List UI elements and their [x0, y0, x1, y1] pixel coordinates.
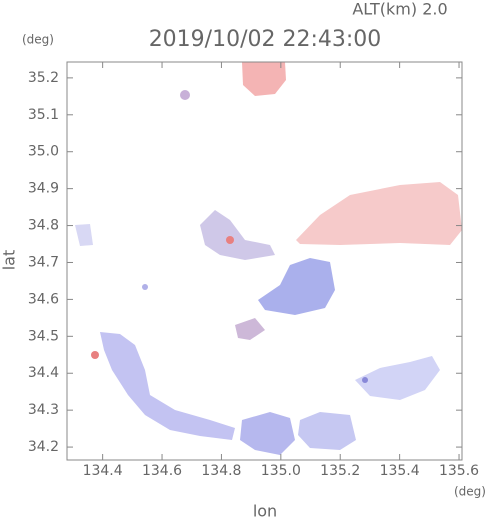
subtitle: ALT(km) 2.0	[352, 0, 447, 19]
x-axis-label: lon	[253, 502, 277, 521]
echo	[242, 62, 286, 96]
y-tick-label: 35.0	[28, 144, 59, 160]
echo	[298, 412, 356, 450]
y-tick-label: 35.1	[28, 107, 59, 123]
x-tick-label: 135.4	[380, 463, 420, 479]
y-tick-label: 34.6	[28, 291, 59, 307]
x-unit: (deg)	[454, 485, 486, 499]
echo	[235, 318, 265, 340]
echo	[100, 332, 235, 440]
plot-frame	[66, 61, 463, 461]
echo	[142, 284, 148, 290]
x-tick-label: 134.8	[201, 463, 241, 479]
echo	[240, 412, 295, 455]
echo	[180, 90, 190, 100]
echo	[362, 377, 368, 383]
y-tick-label: 34.8	[28, 218, 59, 234]
chart-title: 2019/10/02 22:43:00	[149, 27, 382, 52]
y-unit: (deg)	[22, 33, 54, 47]
echo	[200, 210, 275, 260]
y-axis-label: lat	[0, 250, 19, 271]
y-tick-label: 34.7	[28, 254, 59, 270]
y-tick-label: 35.2	[28, 70, 59, 86]
x-tick-label: 134.6	[142, 463, 182, 479]
echo	[226, 236, 234, 244]
echoes	[75, 62, 462, 455]
echo	[355, 356, 440, 400]
y-tick-label: 34.4	[28, 365, 59, 381]
x-tick-label: 135.6	[439, 463, 479, 479]
y-tick-label: 34.9	[28, 181, 59, 197]
x-tick-label: 135.2	[320, 463, 360, 479]
y-tick-label: 34.5	[28, 328, 59, 344]
echo	[91, 351, 99, 359]
echo	[75, 224, 93, 246]
echo	[296, 182, 462, 245]
echo	[258, 258, 335, 315]
y-tick-label: 34.2	[28, 439, 59, 455]
y-tick-label: 34.3	[28, 402, 59, 418]
x-tick-label: 135.0	[261, 463, 301, 479]
x-tick-label: 134.4	[83, 463, 123, 479]
